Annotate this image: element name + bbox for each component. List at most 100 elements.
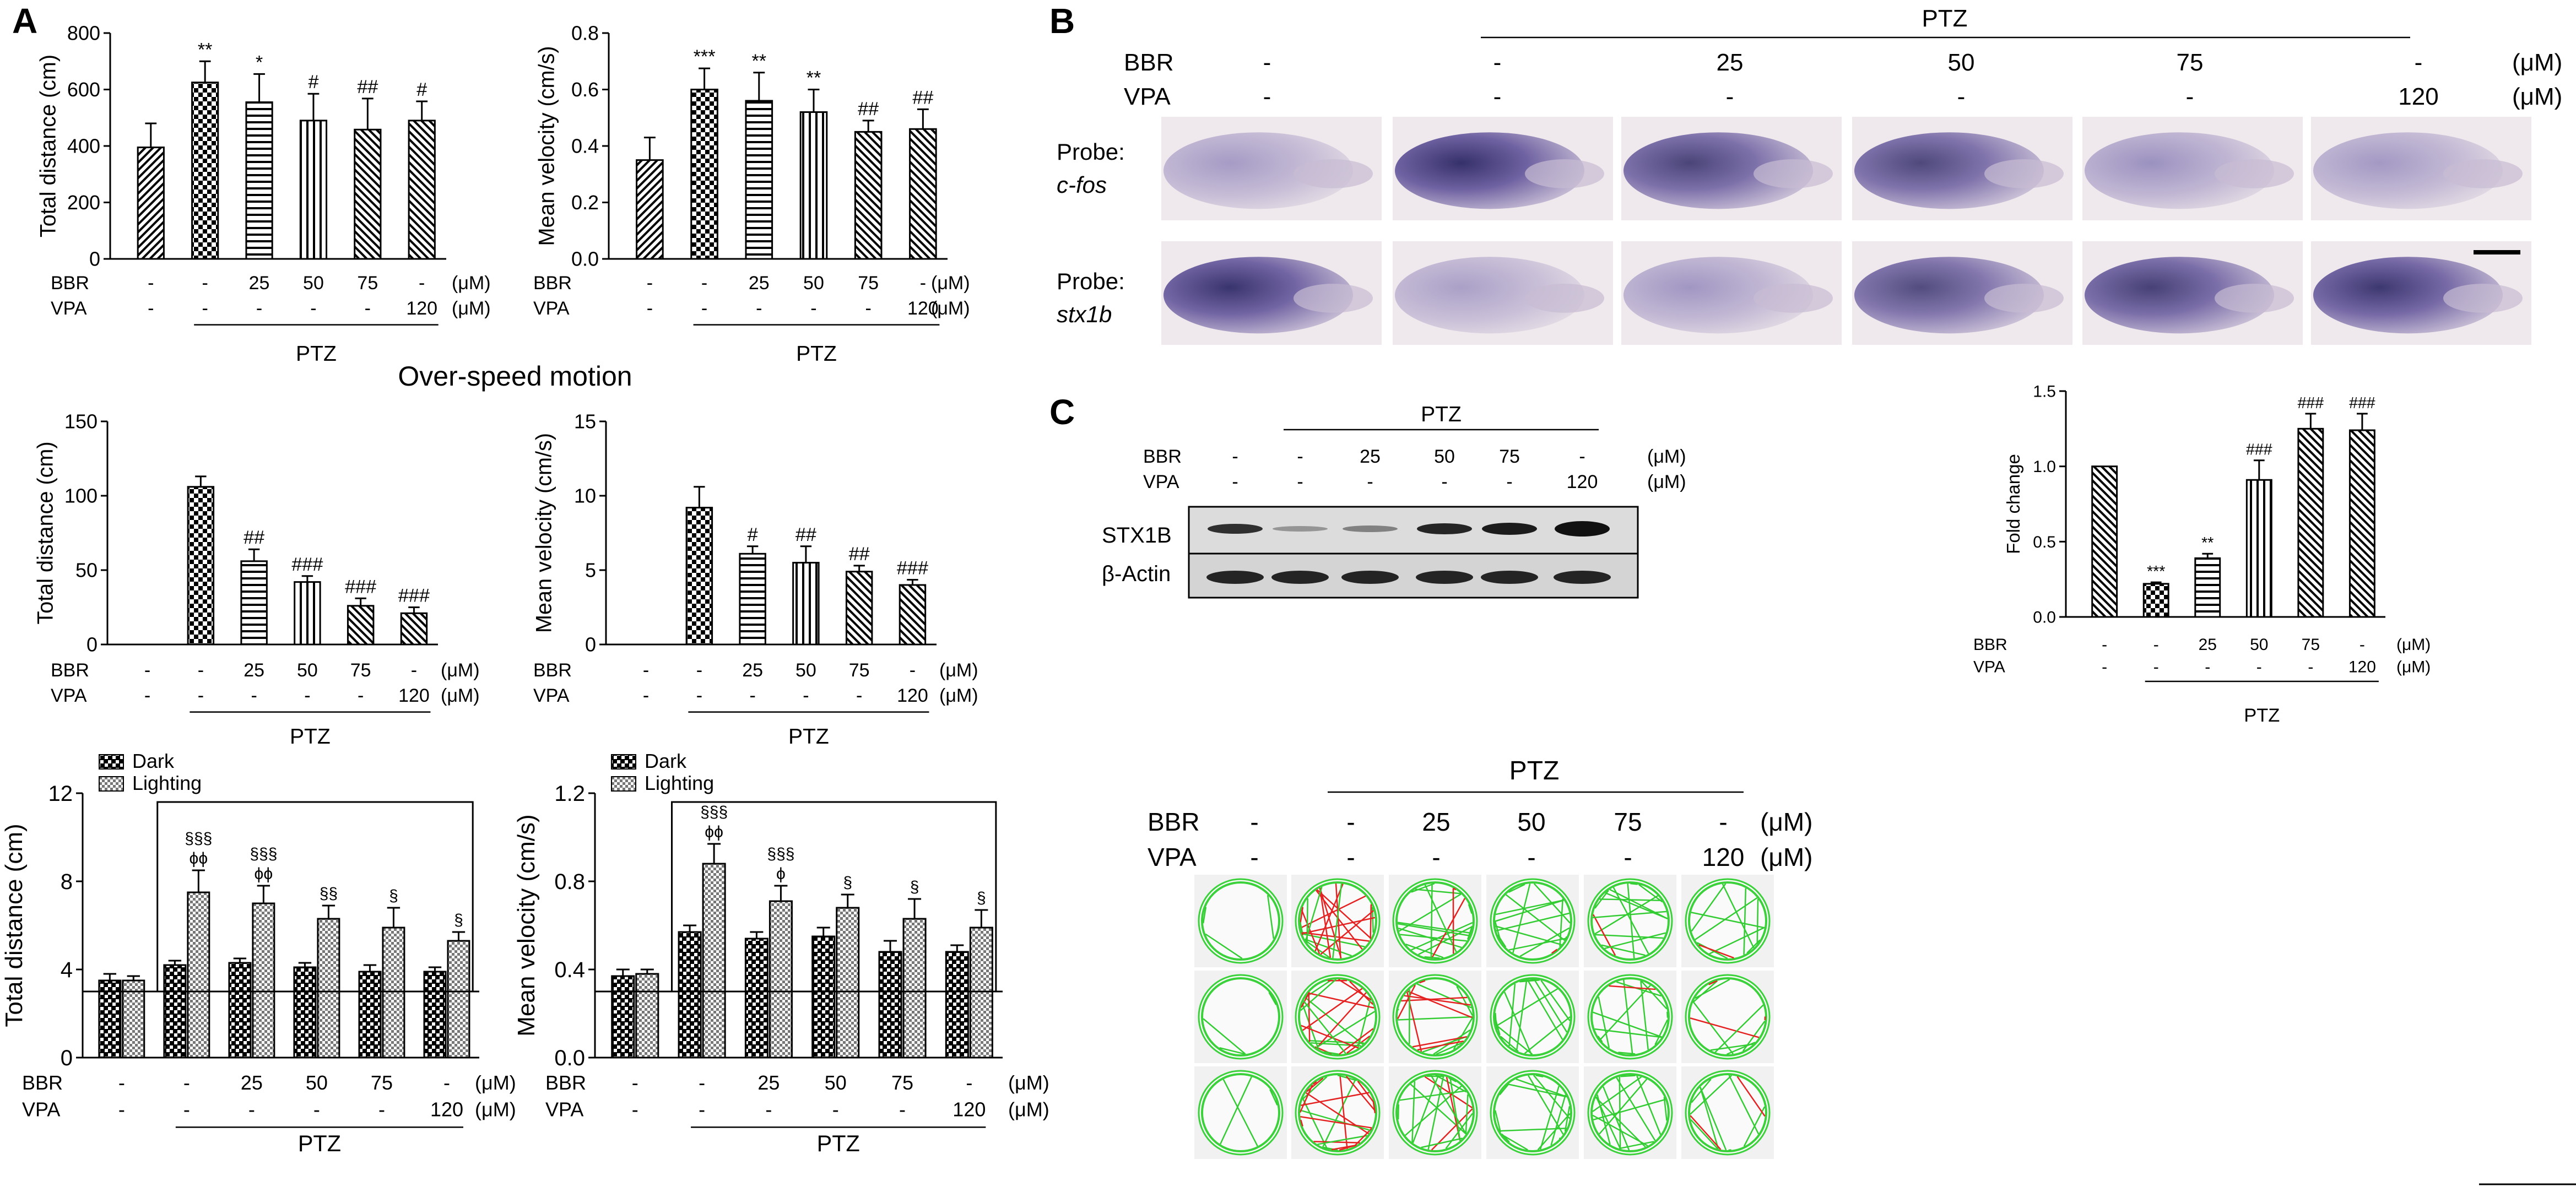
- bbr-value: -: [699, 1071, 705, 1094]
- y-tick-label: 0: [585, 633, 596, 656]
- track-path: [1508, 938, 1566, 951]
- vpa-value: -: [198, 685, 204, 706]
- vpa-label: VPA: [1143, 472, 1179, 492]
- bbr-label: BBR: [1973, 636, 2007, 654]
- unit-label: (μM): [931, 273, 970, 294]
- section-title: Over-speed motion: [398, 361, 632, 392]
- track-path: [1594, 1028, 1662, 1038]
- panel-b: PTZ BBR VPA - - - - 25 - 50 - 75 - - 120 (μM) (μM) Probe…: [1057, 5, 2562, 345]
- track-path: [1357, 1080, 1374, 1103]
- track-path: [1456, 985, 1474, 1016]
- track-path: [1609, 888, 1668, 920]
- track-path: [1692, 1001, 1734, 1055]
- bbr-value: 75: [371, 1071, 393, 1094]
- significance-label: ##: [912, 87, 933, 108]
- track-path: [1516, 1078, 1567, 1097]
- vpa-value: -: [856, 685, 862, 706]
- track-path: [1527, 979, 1563, 1040]
- track-path: [1349, 980, 1373, 1005]
- track-path: [1700, 1087, 1727, 1151]
- band-actin: [1416, 571, 1473, 584]
- track-path: [1222, 1079, 1258, 1147]
- track-path: [1512, 883, 1531, 953]
- ptz-label: PTZ: [298, 1131, 341, 1156]
- legend-swatch-dark: [99, 754, 124, 770]
- bbr-value: 75: [858, 273, 879, 294]
- bar: [745, 100, 773, 260]
- bar: [400, 612, 428, 646]
- y-tick-label: 12: [48, 782, 73, 806]
- significance-label: §§§: [767, 845, 794, 863]
- bbr-value: 25: [749, 273, 770, 294]
- vpa-value: -: [1432, 843, 1440, 871]
- track-path: [1609, 985, 1656, 990]
- vpa-value: -: [144, 685, 150, 706]
- bbr-value: 75: [2177, 49, 2204, 76]
- track-path: [1539, 1086, 1560, 1150]
- track-path: [1620, 1075, 1636, 1077]
- track-path: [1468, 904, 1473, 914]
- track-path: [1640, 980, 1649, 1050]
- vpa-value: -: [2186, 83, 2194, 110]
- track-path: [1319, 887, 1332, 958]
- band-stx1b: [1343, 525, 1398, 532]
- unit-label: (μM): [452, 273, 491, 294]
- bbr-value: -: [419, 273, 425, 294]
- track-path: [1322, 1079, 1356, 1148]
- bbr-value: 50: [825, 1071, 847, 1094]
- y-tick-label: 0: [89, 248, 100, 270]
- vpa-value: -: [1441, 472, 1447, 492]
- vpa-value: -: [696, 685, 702, 706]
- panel-c-blot: STX1B β-Actin: [1102, 506, 1639, 599]
- track-path: [1338, 978, 1372, 1001]
- track-rim: [1201, 881, 1280, 961]
- bar: [690, 89, 718, 260]
- larva-tail: [2443, 159, 2523, 188]
- y-tick-label: 0: [86, 633, 98, 656]
- y-tick-label: 1.5: [2033, 383, 2056, 401]
- bbr-value: -: [1493, 49, 1502, 76]
- band-actin: [1341, 571, 1399, 584]
- significance-label: *: [256, 52, 263, 73]
- y-axis-label: Total distance (cm): [1, 823, 28, 1027]
- condition-table: BBR VPA - - - - 25 - 50 - 75 - - 120 (μM) (μM) PTZ: [545, 1071, 1049, 1156]
- track-path: [1710, 1043, 1754, 1051]
- significance-label: ϕϕ: [190, 849, 208, 868]
- y-tick-label: 150: [64, 410, 98, 433]
- unit-label: (μM): [475, 1098, 516, 1121]
- bbr-value: -: [2153, 636, 2159, 654]
- ptz-label: PTZ: [817, 1131, 860, 1156]
- y-tick-label: 0.0: [554, 1046, 585, 1070]
- track-path: [1302, 1076, 1328, 1100]
- track-path: [1308, 992, 1374, 1009]
- track-path: [1550, 1095, 1566, 1146]
- bar: [792, 562, 820, 646]
- track-path: [1598, 996, 1610, 1048]
- well-outline: [1392, 878, 1478, 964]
- unit-label: (μM): [1760, 808, 1812, 836]
- track-rim: [1395, 881, 1475, 961]
- track-path: [1411, 922, 1473, 951]
- track-path: [1407, 990, 1473, 1018]
- track-path: [1691, 912, 1765, 929]
- larva-tail: [1294, 284, 1373, 313]
- track-path: [1602, 1086, 1630, 1151]
- vpa-label: VPA: [545, 1098, 583, 1121]
- track-path: [1398, 1016, 1473, 1021]
- bbr-value: 25: [757, 1071, 780, 1094]
- track-path: [1339, 1075, 1348, 1149]
- track-path: [1559, 898, 1563, 947]
- bbr-value: 75: [350, 660, 371, 681]
- track-path: [1623, 979, 1633, 1055]
- vpa-value: 120: [406, 298, 437, 319]
- bbr-label: BBR: [1143, 446, 1182, 467]
- bbr-value: 25: [243, 660, 264, 681]
- y-tick-label: 0: [61, 1046, 73, 1070]
- significance-label: ###: [2298, 394, 2324, 412]
- unit-label: (μM): [2512, 49, 2562, 76]
- significance-label: §: [454, 911, 463, 929]
- track-path: [1599, 984, 1651, 1041]
- significance-label: #: [308, 72, 318, 93]
